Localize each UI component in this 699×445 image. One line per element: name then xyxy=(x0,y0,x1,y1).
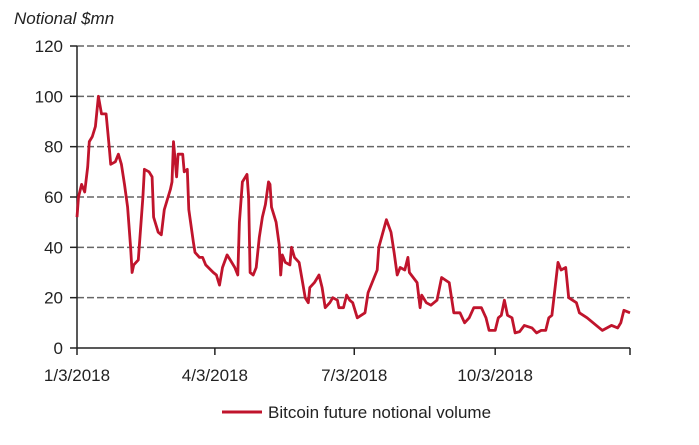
gridlines xyxy=(77,45,630,299)
y-tick-label: 40 xyxy=(44,238,63,257)
y-tick-label: 100 xyxy=(35,87,63,106)
x-axis: 1/3/2018 4/3/2018 7/3/2018 10/3/2018 xyxy=(44,347,631,385)
x-tick-label: 4/3/2018 xyxy=(182,366,248,385)
y-axis-label: Notional $mn xyxy=(14,9,114,28)
y-tick-label: 20 xyxy=(44,289,63,308)
x-tick-label: 1/3/2018 xyxy=(44,366,110,385)
y-tick-label: 0 xyxy=(54,339,63,358)
y-axis: 0 20 40 60 80 100 120 xyxy=(35,37,78,358)
x-tick-label: 10/3/2018 xyxy=(457,366,533,385)
legend: Bitcoin future notional volume xyxy=(222,403,491,422)
y-tick-label: 80 xyxy=(44,138,63,157)
y-tick-label: 120 xyxy=(35,37,63,56)
series-line xyxy=(75,94,631,335)
x-tick-label: 7/3/2018 xyxy=(321,366,387,385)
legend-label: Bitcoin future notional volume xyxy=(268,403,491,422)
y-tick-label: 60 xyxy=(44,188,63,207)
series xyxy=(75,94,631,335)
